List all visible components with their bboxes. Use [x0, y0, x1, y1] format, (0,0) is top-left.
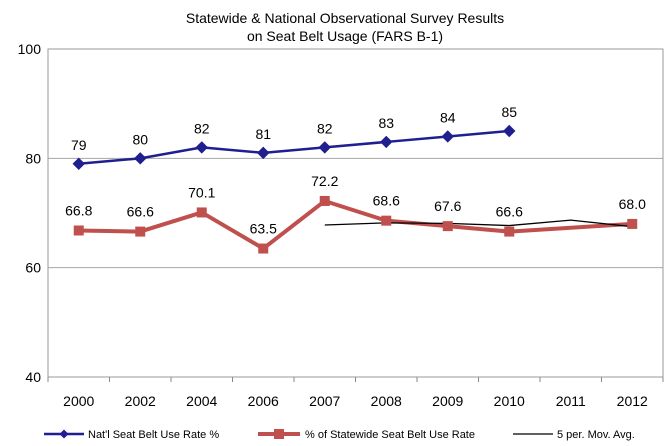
axes: 40 60 80 100 2000 2002 2004 2006 2007 2008 2009 201…: [18, 41, 664, 409]
data-point-statewide: [442, 221, 453, 232]
data-point-statewide: [258, 243, 269, 254]
series-line-statewide: [78, 198, 633, 251]
data-point-national: [195, 141, 208, 154]
x-tick-label: 2012: [617, 393, 648, 409]
data-point-statewide: [627, 218, 638, 229]
y-tick-label: 100: [18, 41, 42, 57]
data-label-national: 82: [317, 120, 333, 136]
data-point-statewide: [319, 195, 330, 206]
data-label-national: 79: [71, 137, 87, 153]
data-label-national: 81: [255, 126, 271, 142]
data-label-statewide: 67.6: [434, 198, 461, 214]
legend: Nat'l Seat Belt Use Rate % % of Statewide…: [44, 429, 635, 441]
chart-subtitle: on Seat Belt Usage (FARS B-1): [247, 28, 443, 44]
x-tick-label: 2010: [494, 393, 525, 409]
x-tick-label: 2008: [371, 393, 402, 409]
x-tick-label: 2011: [556, 393, 586, 409]
data-label-national: 84: [440, 109, 456, 125]
x-tick-label: 2007: [309, 393, 340, 409]
x-tick-label: 2004: [186, 393, 217, 409]
data-point-national: [318, 141, 331, 154]
data-point-statewide: [135, 226, 146, 237]
x-tick-label: 2000: [63, 393, 94, 409]
legend-marker-statewide: [274, 429, 284, 439]
data-label-statewide: 70.1: [188, 184, 215, 200]
y-tick-label: 80: [25, 150, 41, 166]
legend-label-national: Nat'l Seat Belt Use Rate %: [88, 429, 219, 441]
data-labels: 79 80 82 81 82 83 84 85 66.8 66.6 70.1 63.5 72.2 68.6…: [65, 104, 646, 237]
data-point-national: [503, 124, 516, 138]
y-tick-label: 40: [25, 369, 41, 385]
data-label-statewide: 66.6: [127, 204, 154, 220]
legend-label-moving-average: 5 per. Mov. Avg.: [557, 429, 635, 441]
grid: [48, 157, 663, 269]
data-point-statewide: [196, 207, 207, 218]
data-point-national: [257, 146, 270, 160]
data-point-statewide: [504, 226, 515, 237]
data-label-national: 82: [194, 120, 210, 136]
data-label-national: 85: [501, 104, 517, 120]
data-label-statewide: 63.5: [250, 221, 277, 237]
x-tick-label: 2009: [432, 393, 463, 409]
y-tick-label: 60: [25, 260, 41, 276]
x-tick-label: 2002: [125, 393, 156, 409]
data-point-national: [72, 157, 85, 171]
chart-title: Statewide & National Observational Surve…: [186, 10, 504, 26]
legend-label-statewide: % of Statewide Seat Belt Use Rate: [305, 429, 475, 441]
data-label-statewide: 66.6: [496, 204, 523, 220]
data-label-statewide: 68.6: [373, 193, 400, 209]
data-label-statewide: 68.0: [619, 196, 646, 212]
data-point-statewide: [381, 215, 392, 226]
data-label-statewide: 72.2: [311, 173, 338, 189]
series-line-national: [78, 129, 510, 166]
data-point-national: [134, 152, 147, 165]
data-label-statewide: 66.8: [65, 202, 92, 218]
legend-marker-national: [59, 429, 69, 439]
data-point-national: [380, 135, 393, 149]
data-point-national: [441, 130, 454, 143]
data-label-national: 80: [132, 131, 148, 147]
data-point-statewide: [73, 225, 84, 236]
data-label-national: 83: [378, 115, 394, 131]
series-line-moving-average: [324, 219, 633, 228]
series: [72, 124, 638, 254]
x-tick-label: 2006: [248, 393, 279, 409]
